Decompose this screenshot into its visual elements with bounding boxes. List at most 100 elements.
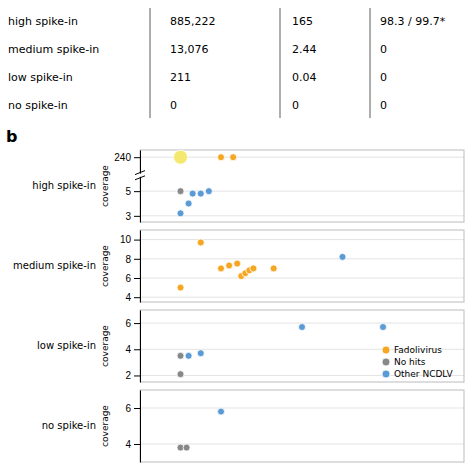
y-tick-label: 2 [125,370,131,381]
panel: 246coveragelow spike-inFadolivirusNo hit… [37,310,464,383]
table-cell: 0 [380,99,387,112]
axis-break-mark [135,176,145,180]
plot-frame [140,310,464,382]
point [205,188,212,195]
y-axis: 246 [125,311,140,383]
point [197,190,204,197]
y-tick-mark [134,323,140,324]
y-tick-label: 10 [120,234,132,245]
grid-line [140,191,464,192]
y-tick: 4 [125,344,140,355]
table-rule [370,8,371,118]
y-axis-title: coverage [100,325,110,367]
point [299,324,306,331]
point [230,154,237,161]
points [177,324,387,378]
y-tick-mark [134,191,140,192]
grid-line [140,258,464,259]
y-tick-label: 4 [125,439,131,450]
y-tick: 4 [125,292,140,303]
y-axis-title: coverage [100,165,110,207]
y-axis-line [140,391,141,463]
y-tick-mark [134,216,140,217]
grid-line [140,215,464,216]
panel-title: no spike-in [42,420,96,431]
point [177,352,184,359]
y-tick-label: 4 [125,344,131,355]
y-tick: 6 [125,273,140,284]
table-cell: 211 [170,71,191,84]
points [177,239,346,291]
table-rule [150,8,151,118]
table-row-label: low spike-in [8,71,73,84]
y-axis-line [140,231,141,303]
points [177,408,225,451]
grid [140,408,464,444]
legend: Fadolivirus No hits Other NCDLV [382,345,453,379]
y-axis-line [140,151,141,223]
panel: 4 6 8 10 coverage medium spike-in [13,230,464,303]
point [197,239,204,246]
plot-frame [140,150,464,222]
axis-break-gap [138,174,142,177]
point [218,408,225,415]
point [380,324,387,331]
point [270,265,277,272]
legend-label: Fadolivirus [394,345,442,355]
table-cell: 0 [380,43,387,56]
y-tick-label: 6 [125,403,131,414]
legend-item: No hits [382,357,426,367]
y-axis-title: coverage [100,245,110,287]
table: high spike-in885,22216598.3 / 99.7*mediu… [8,8,446,118]
y-tick-label: 3 [125,211,131,222]
y-tick-label: 5 [125,186,131,197]
point [174,150,188,164]
y-tick: 8 [125,254,140,265]
point [177,210,184,217]
point [234,260,241,267]
y-tick: 240 [114,152,140,163]
table-cell: 0.04 [292,71,317,84]
point [339,253,346,260]
point [177,371,184,378]
legend-label: Other NCDLV [394,369,453,379]
table-rule [280,8,281,118]
axis-break-mark [135,171,145,175]
legend-label: No hits [394,357,426,367]
point [218,265,225,272]
legend-swatch [382,346,390,354]
point [185,200,192,207]
plot-frame [140,230,464,302]
panel-title: high spike-in [32,180,96,191]
table-cell: 13,076 [170,43,209,56]
y-tick-mark [134,444,140,445]
y-tick-mark [134,349,140,350]
panel-title: medium spike-in [13,260,96,271]
figure: high spike-in885,22216598.3 / 99.7*mediu… [0,0,474,474]
legend-item: Other NCDLV [382,369,453,379]
y-tick-label: 8 [125,254,131,265]
point [250,265,257,272]
table-cell: 885,222 [170,15,216,28]
y-tick: 2 [125,370,140,381]
y-tick-label: 240 [114,152,131,163]
y-tick-mark [134,408,140,409]
y-axis: 3 5 240 [114,151,140,223]
grid-line [140,408,464,409]
y-tick: 6 [125,403,140,414]
y-tick: 3 [125,211,140,222]
legend-swatch [382,358,390,366]
panel: 3 5 240 coverage high spike-in [32,150,464,223]
grid-line [140,239,464,240]
table-row-label: high spike-in [8,15,78,28]
axis-break [135,171,145,180]
y-tick-label: 6 [125,273,131,284]
points [174,150,237,217]
table-cell: 0 [292,99,299,112]
y-axis: 4 6 8 10 [120,231,141,303]
y-tick-mark [134,375,140,376]
point [177,284,184,291]
y-tick: 5 [125,186,140,197]
y-axis: 46 [125,391,140,463]
point [197,350,204,357]
